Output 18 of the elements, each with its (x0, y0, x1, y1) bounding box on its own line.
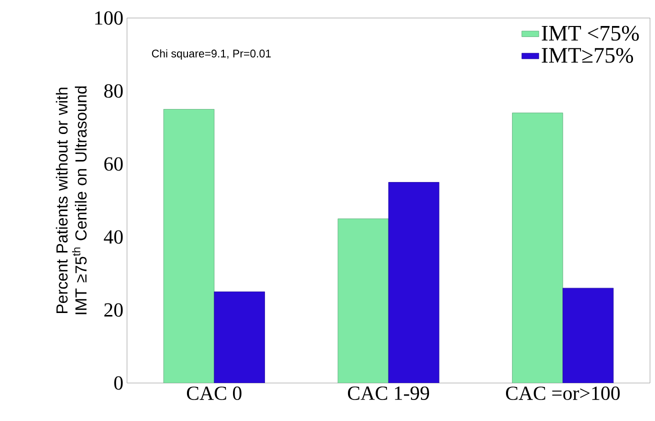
bar (214, 292, 265, 383)
x-tick-label: CAC 0 (186, 386, 242, 400)
legend-label: IMT≥75% (542, 48, 634, 63)
y-tick-label: 0 (114, 376, 123, 390)
y-tick-label: 20 (104, 303, 123, 317)
bar (562, 288, 614, 383)
y-tick-label: 80 (104, 84, 123, 98)
legend-label: IMT <75% (542, 26, 639, 41)
bar (512, 112, 564, 383)
x-tick-label: CAC 1-99 (348, 386, 430, 400)
annotation: Chi square=9.1, Pr=0.01 (152, 49, 271, 60)
y-tick-label: 100 (95, 11, 123, 25)
bar (388, 182, 440, 383)
x-tick-label: CAC =or>100 (506, 386, 620, 400)
bar (163, 109, 214, 383)
y-tick-label: 60 (104, 157, 123, 171)
bar (338, 218, 389, 383)
y-tick-label: 40 (104, 230, 123, 244)
